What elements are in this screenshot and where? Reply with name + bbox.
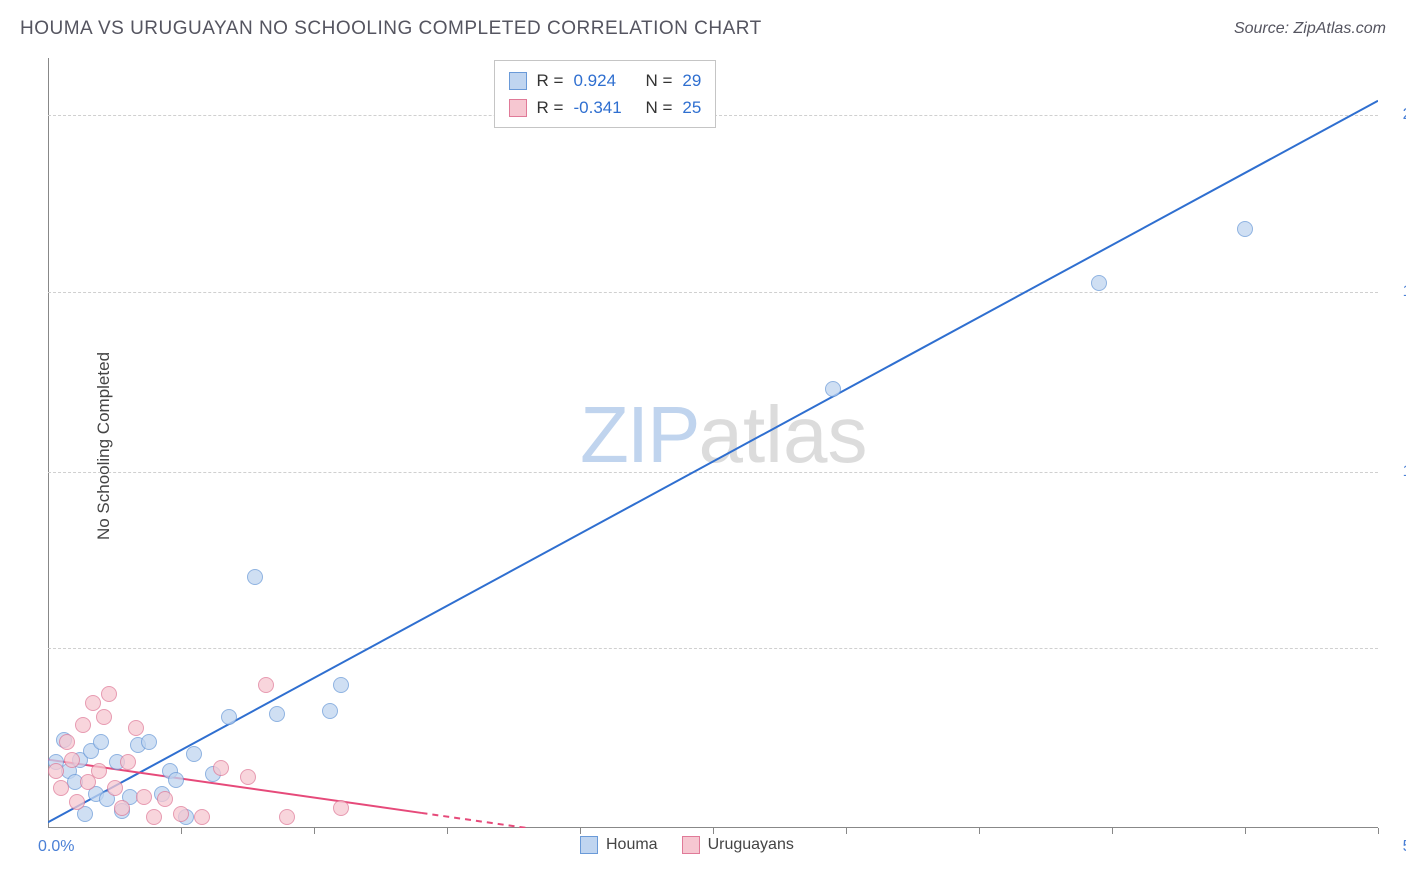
x-tick — [846, 828, 847, 834]
data-point — [48, 763, 64, 779]
chart-plot-area: 6.3%12.5%18.8%25.0%0.0%50.0%ZIPatlasR = … — [48, 58, 1378, 828]
data-point — [1091, 275, 1107, 291]
data-point — [120, 754, 136, 770]
chart-title: HOUMA VS URUGUAYAN NO SCHOOLING COMPLETE… — [20, 18, 762, 40]
data-point — [101, 686, 117, 702]
y-tick-label: 6.3% — [1388, 639, 1406, 657]
y-tick-label: 18.8% — [1388, 283, 1406, 301]
legend-swatch — [682, 836, 700, 854]
grid-line-horizontal — [48, 292, 1378, 293]
data-point — [107, 780, 123, 796]
data-point — [69, 794, 85, 810]
x-tick — [181, 828, 182, 834]
data-point — [221, 709, 237, 725]
data-point — [825, 381, 841, 397]
data-point — [258, 677, 274, 693]
plot-border — [48, 58, 1378, 828]
data-point — [146, 809, 162, 825]
legend-row: R = -0.341 N = 25 — [509, 94, 702, 121]
data-point — [1237, 221, 1253, 237]
n-value: 25 — [682, 94, 701, 121]
grid-line-horizontal — [48, 648, 1378, 649]
r-value: -0.341 — [573, 94, 635, 121]
data-point — [75, 717, 91, 733]
legend-row: R = 0.924 N = 29 — [509, 67, 702, 94]
legend-item: Uruguayans — [682, 836, 794, 854]
y-tick-label: 12.5% — [1388, 463, 1406, 481]
series-legend: Houma Uruguayans — [580, 836, 794, 854]
legend-item: Houma — [580, 836, 658, 854]
data-point — [128, 720, 144, 736]
data-point — [59, 734, 75, 750]
legend-series-name: Houma — [606, 836, 658, 854]
x-tick — [1245, 828, 1246, 834]
legend-swatch — [580, 836, 598, 854]
source-prefix: Source: — [1234, 20, 1294, 37]
legend-swatch — [509, 72, 527, 90]
data-point — [333, 800, 349, 816]
data-point — [96, 709, 112, 725]
data-point — [85, 695, 101, 711]
data-point — [93, 734, 109, 750]
n-label: N = — [645, 94, 672, 121]
x-tick — [1112, 828, 1113, 834]
data-point — [91, 763, 107, 779]
grid-line-horizontal — [48, 472, 1378, 473]
chart-header: HOUMA VS URUGUAYAN NO SCHOOLING COMPLETE… — [20, 18, 1386, 40]
y-tick-label: 25.0% — [1388, 106, 1406, 124]
correlation-legend: R = 0.924 N = 29 R = -0.341 N = 25 — [494, 60, 717, 128]
data-point — [173, 806, 189, 822]
data-point — [333, 677, 349, 693]
r-label: R = — [537, 94, 564, 121]
data-point — [279, 809, 295, 825]
x-tick — [979, 828, 980, 834]
legend-series-name: Uruguayans — [708, 836, 794, 854]
data-point — [194, 809, 210, 825]
x-tick — [314, 828, 315, 834]
r-value: 0.924 — [573, 67, 635, 94]
source-attribution: Source: ZipAtlas.com — [1234, 20, 1386, 38]
data-point — [136, 789, 152, 805]
x-origin-label: 0.0% — [38, 838, 74, 856]
data-point — [247, 569, 263, 585]
data-point — [269, 706, 285, 722]
n-label: N = — [645, 67, 672, 94]
legend-swatch — [509, 99, 527, 117]
data-point — [64, 752, 80, 768]
data-point — [168, 772, 184, 788]
x-tick — [447, 828, 448, 834]
data-point — [213, 760, 229, 776]
data-point — [186, 746, 202, 762]
x-tick — [580, 828, 581, 834]
x-tick — [713, 828, 714, 834]
data-point — [240, 769, 256, 785]
data-point — [141, 734, 157, 750]
source-name: ZipAtlas.com — [1294, 20, 1386, 37]
r-label: R = — [537, 67, 564, 94]
x-tick — [1378, 828, 1379, 834]
data-point — [114, 800, 130, 816]
data-point — [157, 791, 173, 807]
x-max-label: 50.0% — [1388, 838, 1406, 856]
data-point — [53, 780, 69, 796]
n-value: 29 — [682, 67, 701, 94]
data-point — [322, 703, 338, 719]
